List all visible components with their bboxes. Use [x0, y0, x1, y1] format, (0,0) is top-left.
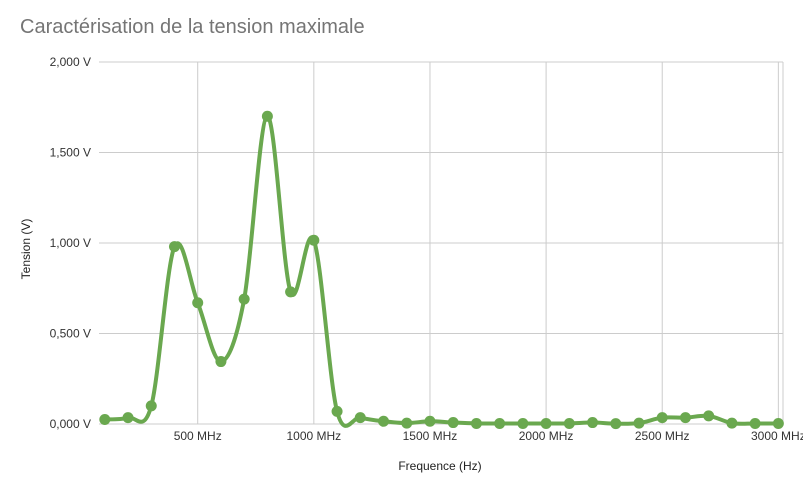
- data-point: [540, 417, 552, 429]
- data-point: [308, 234, 320, 246]
- data-point: [168, 241, 180, 253]
- y-tick-label: 1,500 V: [50, 146, 91, 160]
- data-point: [354, 412, 366, 424]
- data-point: [633, 417, 645, 429]
- data-point: [378, 415, 390, 427]
- data-point: [285, 286, 297, 298]
- data-point: [401, 417, 413, 429]
- data-point: [726, 417, 738, 429]
- data-point: [656, 412, 668, 424]
- x-tick-label: 3000 MHz: [751, 429, 803, 443]
- x-axis-label: Frequence (Hz): [398, 459, 481, 473]
- points-layer: [99, 110, 784, 430]
- y-axis-label: Tension (V): [19, 219, 33, 280]
- y-tick-label: 0,500 V: [50, 327, 91, 341]
- chart-title: Caractérisation de la tension maximale: [20, 16, 365, 38]
- data-point: [447, 417, 459, 429]
- y-tick-label: 0,000 V: [50, 417, 91, 431]
- data-point: [261, 110, 273, 122]
- data-point: [238, 293, 250, 305]
- y-tick-label: 2,000 V: [50, 55, 91, 69]
- data-point: [749, 417, 761, 429]
- data-point: [145, 400, 157, 412]
- data-point: [587, 417, 599, 429]
- series-line: [102, 114, 781, 428]
- x-tick-label: 500 MHz: [174, 429, 222, 443]
- data-point: [703, 410, 715, 422]
- data-point: [99, 413, 111, 425]
- data-point: [470, 417, 482, 429]
- x-tick-label: 2500 MHz: [635, 429, 690, 443]
- data-point: [517, 417, 529, 429]
- y-tick-label: 1,000 V: [50, 236, 91, 250]
- data-point: [215, 356, 227, 368]
- x-tick-label: 2000 MHz: [519, 429, 574, 443]
- data-point: [772, 417, 784, 429]
- axis-layer: 0,000 V 0,500 V 1,000 V 1,500 V 2,000 V 500 M…: [50, 55, 803, 443]
- data-point: [494, 417, 506, 429]
- x-tick-label: 1000 MHz: [286, 429, 341, 443]
- data-point: [331, 405, 343, 417]
- data-point: [192, 297, 204, 309]
- x-tick-label: 1500 MHz: [403, 429, 458, 443]
- data-point: [679, 412, 691, 424]
- data-point: [424, 415, 436, 427]
- grid-layer: [99, 61, 784, 425]
- data-point: [610, 418, 622, 430]
- data-point: [563, 417, 575, 429]
- data-point: [122, 412, 134, 424]
